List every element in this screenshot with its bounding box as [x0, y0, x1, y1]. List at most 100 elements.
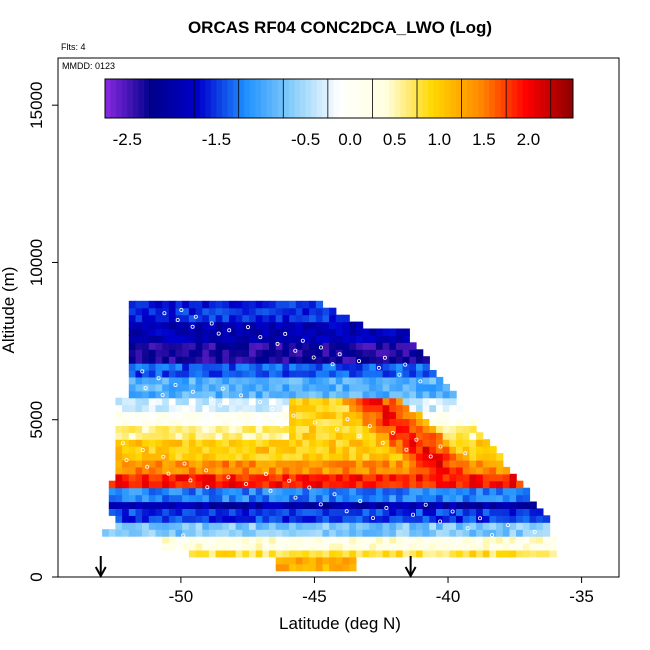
heat-cell	[369, 397, 377, 406]
heat-cell	[242, 439, 250, 447]
heat-cell	[135, 370, 143, 378]
heat-cell	[315, 314, 324, 323]
heat-cell	[402, 501, 410, 509]
heat-cell	[375, 515, 384, 523]
heat-cell	[242, 473, 250, 482]
heat-cell	[242, 460, 250, 468]
heat-cell	[229, 536, 237, 544]
heat-cell	[302, 487, 310, 496]
heat-cell	[148, 522, 157, 530]
sample-marker	[293, 495, 298, 500]
heat-cell	[142, 501, 150, 509]
heat-cell	[289, 501, 297, 509]
heat-cell	[255, 335, 263, 343]
heat-cell	[168, 335, 177, 343]
heat-cell	[442, 383, 450, 392]
heat-cell	[502, 529, 511, 537]
heat-cell	[329, 473, 337, 482]
heat-cell	[295, 321, 304, 330]
colorbar-swatch	[511, 79, 518, 118]
heat-cell	[122, 529, 130, 537]
sample-marker	[193, 314, 198, 319]
heat-cell	[362, 328, 370, 336]
heat-cell	[282, 418, 290, 426]
heat-cell	[202, 397, 210, 406]
heat-cell	[329, 508, 337, 516]
heat-cell	[355, 418, 364, 426]
heat-cell	[369, 439, 377, 447]
heat-cell	[436, 508, 444, 516]
heat-cell	[262, 522, 270, 530]
colorbar-swatch	[344, 79, 351, 118]
heat-cell	[182, 390, 190, 399]
heat-cell	[409, 529, 417, 537]
heat-cell	[222, 342, 230, 350]
heat-cell	[422, 390, 430, 399]
heat-cell	[195, 453, 203, 461]
heat-cell	[422, 501, 430, 509]
heat-cell	[302, 383, 310, 392]
heat-cell	[489, 536, 497, 544]
heat-cell	[335, 556, 344, 565]
heat-cell	[309, 453, 317, 461]
heat-cell	[122, 473, 130, 482]
heat-cell	[275, 363, 283, 371]
heat-cell	[395, 446, 404, 454]
heat-cell	[389, 335, 397, 343]
sample-marker	[190, 324, 195, 329]
heat-cell	[275, 453, 283, 461]
heat-cell	[275, 349, 283, 357]
heat-cell	[295, 307, 304, 316]
heat-cell	[168, 390, 177, 399]
heat-cell	[362, 487, 370, 496]
heat-cell	[295, 314, 304, 323]
colorbar-swatch	[550, 79, 557, 118]
heat-cell	[482, 446, 491, 454]
heat-cell	[202, 508, 210, 516]
heat-cell	[295, 480, 304, 489]
heat-cell	[375, 439, 384, 447]
heat-cell	[395, 522, 404, 530]
heat-cell	[529, 515, 537, 523]
colorbar-swatch	[205, 79, 212, 118]
heat-cell	[489, 522, 497, 530]
heat-cell	[242, 370, 250, 378]
heat-cell	[249, 300, 257, 309]
heat-cell	[362, 522, 370, 530]
heat-cell	[442, 549, 450, 558]
heat-cell	[355, 536, 364, 544]
heat-cell	[449, 425, 457, 433]
heat-cell	[235, 453, 243, 461]
x-tick-label: -50	[169, 587, 194, 606]
heat-cell	[349, 425, 357, 433]
heat-cell	[342, 515, 350, 523]
heat-cell	[188, 522, 197, 530]
sample-marker	[238, 410, 243, 415]
heat-cell	[342, 321, 350, 330]
heat-cell	[262, 453, 270, 461]
heat-cell	[202, 494, 210, 503]
heat-cell	[429, 480, 437, 489]
heat-cell	[402, 453, 410, 461]
colorbar-swatch	[255, 79, 262, 118]
heat-cell	[242, 536, 250, 544]
sample-marker	[244, 481, 249, 486]
heat-cell	[202, 349, 210, 357]
heat-cell	[496, 494, 504, 503]
heat-cell	[462, 425, 470, 433]
heat-cell	[322, 328, 330, 336]
heat-cell	[222, 370, 230, 378]
sample-marker	[418, 379, 423, 384]
colorbar-swatch	[327, 79, 334, 118]
heat-cell	[349, 460, 357, 468]
heat-cell	[148, 404, 157, 413]
heat-cell	[449, 543, 457, 551]
heat-cell	[389, 383, 397, 392]
heat-cell	[549, 543, 557, 551]
heat-cell	[389, 515, 397, 523]
heat-cell	[422, 549, 430, 558]
heat-cell	[188, 356, 197, 364]
heat-cell	[309, 404, 317, 413]
heat-cell	[469, 508, 477, 516]
heat-cell	[362, 480, 370, 489]
